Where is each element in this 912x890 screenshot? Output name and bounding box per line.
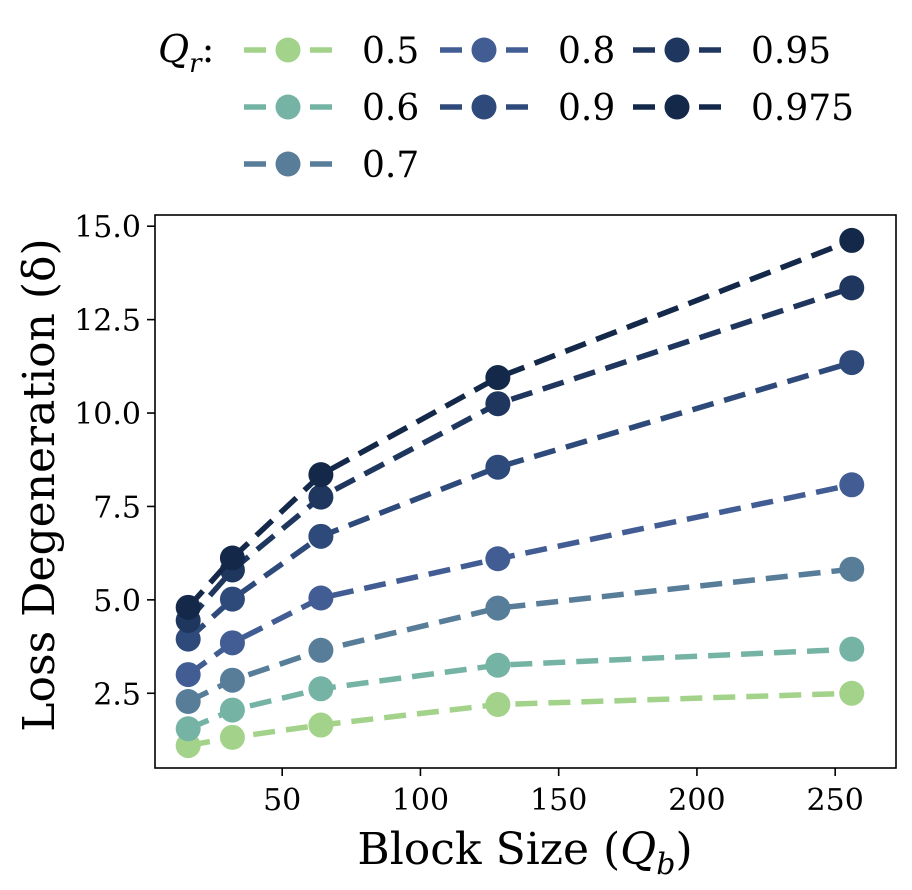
- legend-entry: 0.95: [633, 31, 831, 72]
- data-point: [485, 546, 511, 572]
- data-point: [839, 556, 865, 582]
- legend-marker: [471, 94, 497, 120]
- data-point: [308, 462, 334, 488]
- series-0.5: [175, 680, 865, 759]
- series-0.7: [175, 556, 865, 714]
- plot-area: [154, 214, 897, 769]
- series-line: [186, 237, 853, 610]
- legend-label: 0.6: [362, 88, 419, 129]
- data-point: [839, 636, 865, 662]
- x-tick-label: 100: [392, 783, 449, 818]
- legend-entry: 0.7: [244, 145, 419, 186]
- data-point: [839, 472, 865, 498]
- data-point: [485, 454, 511, 480]
- series-0.95: [175, 275, 865, 633]
- series-0.9: [175, 350, 865, 652]
- series-layer: [175, 227, 865, 759]
- data-point: [175, 626, 201, 652]
- data-point: [219, 586, 245, 612]
- series-line: [187, 690, 852, 749]
- legend-label: 0.95: [751, 31, 831, 72]
- legend-label: 0.975: [751, 88, 854, 129]
- data-point: [485, 365, 511, 391]
- legend-entry: 0.8: [440, 31, 615, 72]
- legend-marker: [664, 94, 690, 120]
- legend-entry: 0.6: [244, 88, 419, 129]
- data-point: [219, 697, 245, 723]
- y-tick-label: 15.0: [74, 210, 141, 245]
- series-0.8: [175, 472, 865, 688]
- data-point: [839, 350, 865, 376]
- legend-label: 0.5: [362, 31, 419, 72]
- y-tick-label: 7.5: [93, 490, 141, 525]
- x-tick-label: 200: [668, 783, 725, 818]
- data-point: [219, 630, 245, 656]
- data-point: [175, 594, 201, 620]
- plot-frame: [154, 214, 897, 769]
- y-tick-label: 2.5: [93, 677, 141, 712]
- data-point: [308, 484, 334, 510]
- ticks-layer: 50 100 150 200 250 2.5 5.0 7.5 10.0 12.5 15.0: [74, 210, 864, 818]
- legend-entry: 0.975: [633, 88, 854, 129]
- data-point: [839, 227, 865, 253]
- data-point: [175, 662, 201, 688]
- data-point: [308, 585, 334, 611]
- data-point: [485, 691, 511, 717]
- x-axis-label: Block Size (Qb): [357, 824, 692, 882]
- legend-marker: [471, 37, 497, 63]
- legend-label: 0.7: [362, 145, 419, 186]
- legend-title: Qr:: [158, 27, 214, 79]
- data-point: [308, 676, 334, 702]
- legend-marker: [275, 37, 301, 63]
- series-line: [186, 285, 853, 623]
- series-line: [186, 359, 853, 642]
- series-0.6: [175, 636, 865, 742]
- series-0.975: [175, 227, 865, 620]
- data-point: [175, 688, 201, 714]
- y-tick-label: 12.5: [74, 304, 141, 339]
- data-point: [175, 716, 201, 742]
- series-line: [187, 566, 853, 704]
- data-point: [839, 275, 865, 301]
- legend-label: 0.9: [558, 88, 615, 129]
- legend-label: 0.8: [558, 31, 615, 72]
- legend-marker: [275, 94, 301, 120]
- data-point: [219, 545, 245, 571]
- data-point: [308, 712, 334, 738]
- data-point: [308, 523, 334, 549]
- y-axis-label: Loss Degeneration (δ): [14, 238, 65, 731]
- x-tick-label: 250: [807, 783, 864, 818]
- y-tick-label: 5.0: [93, 584, 141, 619]
- data-point: [485, 652, 511, 678]
- data-point: [308, 637, 334, 663]
- legend: Qr: 0.5 0.6 0.7 0.8 0.9 0.95 0.975: [158, 27, 854, 186]
- x-tick-label: 50: [263, 783, 301, 818]
- data-point: [219, 724, 245, 750]
- legend-entry: 0.9: [440, 88, 615, 129]
- legend-entry: 0.5: [244, 31, 419, 72]
- legend-marker: [275, 151, 301, 177]
- data-point: [839, 680, 865, 706]
- data-point: [485, 391, 511, 417]
- y-tick-label: 10.0: [74, 397, 141, 432]
- data-point: [219, 667, 245, 693]
- legend-marker: [664, 37, 690, 63]
- data-point: [485, 595, 511, 621]
- x-tick-label: 150: [530, 783, 587, 818]
